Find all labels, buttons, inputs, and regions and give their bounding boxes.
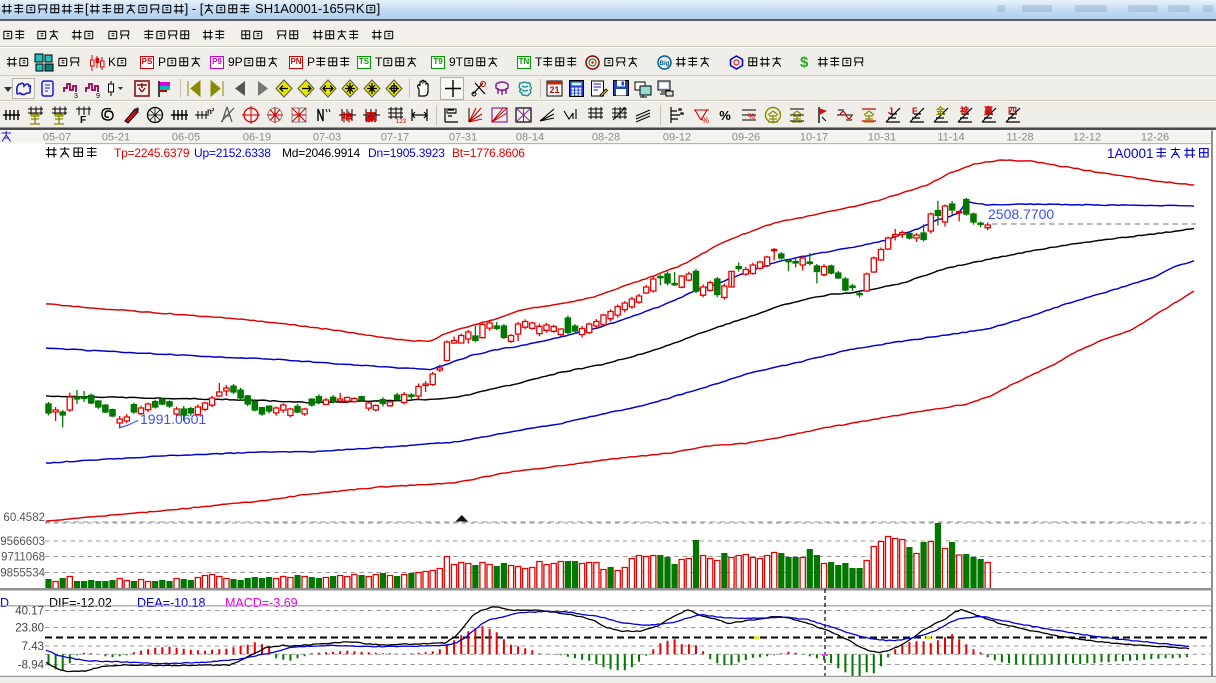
svg-text:F: F [80, 115, 86, 125]
svg-text:09-26: 09-26 [732, 132, 760, 144]
svg-text:n²: n² [207, 107, 214, 116]
svg-text:DIF=-12.02: DIF=-12.02 [49, 596, 112, 610]
svg-text:%: % [719, 108, 731, 123]
svg-text:11-28: 11-28 [1006, 132, 1033, 144]
svg-text:神: 神 [342, 110, 353, 124]
svg-text:%: % [702, 116, 709, 125]
svg-text:12-12: 12-12 [1073, 132, 1101, 144]
svg-text:11-14: 11-14 [937, 132, 964, 144]
svg-text:60.4582: 60.4582 [3, 512, 45, 524]
svg-text:3: 3 [74, 93, 78, 99]
svg-text:05-21: 05-21 [102, 132, 130, 144]
svg-text:40.17: 40.17 [15, 606, 44, 618]
svg-text:06-19: 06-19 [243, 132, 271, 144]
svg-text:F: F [912, 106, 918, 116]
svg-text:12-26: 12-26 [1141, 132, 1169, 144]
svg-text:21: 21 [549, 85, 559, 95]
svg-text:9855534: 9855534 [0, 568, 45, 580]
svg-text:1991.0601: 1991.0601 [140, 411, 206, 427]
svg-text:DEA=-10.18: DEA=-10.18 [137, 596, 205, 610]
svg-text:08-14: 08-14 [516, 132, 544, 144]
svg-text:07-03: 07-03 [313, 132, 341, 144]
svg-text:赢: 赢 [984, 105, 993, 116]
svg-text:Up=2152.6338: Up=2152.6338 [194, 146, 271, 160]
svg-text:9711068: 9711068 [1, 552, 45, 564]
svg-text:Bt=1776.8606: Bt=1776.8606 [452, 146, 525, 160]
svg-text:2508.7700: 2508.7700 [988, 206, 1054, 222]
svg-text:10-31: 10-31 [868, 132, 896, 144]
svg-text:Md=2046.9914: Md=2046.9914 [282, 146, 361, 160]
svg-text:神: 神 [960, 105, 969, 116]
svg-text:J: J [888, 106, 893, 116]
svg-text:Tp=2245.6379: Tp=2245.6379 [114, 146, 190, 160]
svg-text:07-17: 07-17 [381, 132, 409, 144]
svg-text:Big: Big [660, 61, 670, 67]
svg-text:赢: 赢 [366, 110, 377, 124]
svg-text:1A0001: 1A0001 [1107, 146, 1154, 161]
svg-text:9: 9 [96, 93, 100, 99]
svg-text:D: D [0, 596, 9, 610]
svg-text:7.43: 7.43 [22, 641, 44, 653]
svg-text:10-17: 10-17 [800, 132, 828, 144]
svg-text:金: 金 [935, 105, 946, 116]
svg-text:-8.94: -8.94 [18, 660, 45, 672]
svg-text:%: % [748, 112, 755, 121]
svg-text:23.80: 23.80 [15, 623, 44, 635]
svg-text:123: 123 [396, 119, 406, 125]
svg-text:07-31: 07-31 [449, 132, 477, 144]
svg-text:05-07: 05-07 [43, 132, 71, 144]
svg-text:Dn=1905.3923: Dn=1905.3923 [368, 146, 445, 160]
svg-text:08-28: 08-28 [592, 132, 620, 144]
svg-text:9566603: 9566603 [0, 536, 45, 548]
svg-text:MACD=-3.69: MACD=-3.69 [225, 596, 298, 610]
svg-text:四: 四 [1008, 106, 1017, 116]
svg-text:06-05: 06-05 [172, 132, 200, 144]
svg-text:09-12: 09-12 [663, 132, 691, 144]
